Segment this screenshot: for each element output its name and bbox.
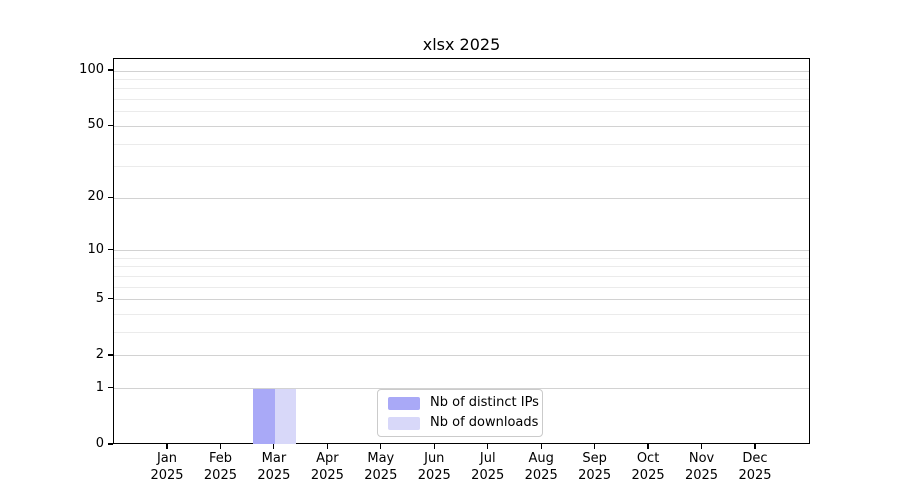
x-tick-mark	[700, 444, 703, 449]
x-tick-label: Oct 2025	[620, 451, 676, 484]
x-tick-year: 2025	[524, 467, 558, 483]
x-tick-year: 2025	[631, 467, 665, 483]
y-tick-label: 10	[87, 241, 104, 257]
x-tick-year: 2025	[203, 467, 237, 483]
x-tick-mark	[273, 444, 275, 449]
y-gridline-minor	[114, 286, 809, 288]
y-tick-mark	[108, 443, 113, 445]
x-tick-month: Feb	[208, 451, 232, 466]
y-gridline-major	[114, 355, 809, 357]
y-tick-label: 0	[95, 436, 104, 451]
y-gridline-major	[114, 299, 809, 301]
y-gridline-minor	[114, 99, 809, 101]
x-tick-month: Jun	[424, 451, 445, 466]
x-tick-year: 2025	[684, 467, 719, 483]
x-tick-mark	[594, 444, 596, 449]
x-tick-mark	[433, 444, 435, 449]
y-gridline-minor	[114, 166, 809, 168]
plot-area	[113, 58, 810, 444]
y-tick-mark	[108, 196, 113, 198]
y-tick-label: 50	[87, 117, 104, 133]
y-gridline-major	[114, 70, 809, 72]
x-tick-year: 2025	[150, 467, 184, 483]
x-tick-mark	[326, 444, 328, 449]
legend-swatch	[388, 416, 420, 430]
x-tick-label: Aug 2025	[513, 451, 569, 484]
x-tick-label: Feb 2025	[192, 451, 248, 484]
y-gridline-major	[114, 388, 809, 390]
y-gridline-minor	[114, 143, 809, 145]
x-tick-year: 2025	[310, 467, 344, 483]
y-tick-label: 2	[95, 346, 104, 362]
y-tick-label: 5	[95, 290, 104, 306]
legend-label: Nb of downloads	[430, 415, 539, 430]
x-tick-mark	[487, 444, 489, 449]
y-gridline-minor	[114, 88, 809, 90]
y-gridline-major	[114, 125, 809, 127]
x-tick-label: Jun 2025	[406, 451, 462, 484]
y-tick-mark	[108, 298, 113, 300]
x-tick-label: Jul 2025	[460, 451, 516, 484]
y-tick-mark	[108, 354, 113, 356]
x-tick-mark	[540, 444, 542, 449]
x-tick-label: Sep 2025	[567, 451, 623, 484]
legend-item: Nb of downloads	[384, 413, 542, 433]
x-tick-year: 2025	[417, 467, 451, 483]
y-tick-label: 20	[87, 189, 104, 205]
x-tick-month: Apr	[316, 451, 339, 466]
x-tick-label: Mar 2025	[246, 451, 302, 484]
x-tick-year: 2025	[257, 467, 291, 483]
y-tick-label: 1	[95, 379, 104, 395]
x-tick-label: May 2025	[353, 451, 409, 484]
y-gridline-minor	[114, 275, 809, 277]
x-tick-month: Nov	[688, 451, 715, 466]
y-tick-label: 100	[79, 62, 104, 77]
y-tick-mark	[108, 124, 113, 126]
x-tick-year: 2025	[364, 467, 398, 483]
x-tick-mark	[219, 444, 222, 449]
x-tick-mark	[380, 444, 382, 449]
y-gridline-minor	[114, 314, 809, 316]
y-gridline-minor	[114, 257, 809, 259]
legend: Nb of distinct IPs Nb of downloads	[377, 389, 543, 437]
y-gridline-minor	[114, 111, 809, 113]
x-tick-mark	[754, 444, 756, 449]
legend-swatch	[388, 396, 420, 410]
x-tick-label: Nov 2025	[674, 451, 730, 484]
y-tick-mark	[108, 69, 113, 71]
x-tick-year: 2025	[471, 467, 505, 483]
legend-item: Nb of distinct IPs	[384, 393, 542, 413]
x-tick-mark	[647, 444, 649, 449]
y-gridline-minor	[114, 78, 809, 80]
y-tick-mark	[108, 249, 113, 251]
y-tick-mark	[108, 387, 113, 389]
x-tick-year: 2025	[738, 467, 772, 483]
x-tick-year: 2025	[578, 467, 612, 483]
y-gridline-minor	[114, 266, 809, 268]
chart-title: xlsx 2025	[422, 35, 501, 54]
x-tick-month: Jul	[479, 451, 496, 466]
bar	[253, 388, 275, 444]
x-tick-mark	[166, 444, 168, 449]
x-tick-label: Dec 2025	[727, 451, 783, 484]
y-gridline-minor	[114, 332, 809, 334]
y-gridline-major	[114, 197, 809, 199]
legend-label: Nb of distinct IPs	[430, 395, 539, 410]
x-tick-label: Apr 2025	[299, 451, 355, 484]
x-tick-month: Aug	[528, 451, 554, 466]
x-tick-month: Oct	[636, 451, 660, 466]
y-gridline-major	[114, 250, 809, 252]
x-tick-month: Jan	[156, 451, 178, 466]
x-tick-month: May	[367, 451, 395, 466]
bar	[274, 388, 297, 444]
x-tick-label: Jan 2025	[139, 451, 195, 484]
x-tick-month: Sep	[582, 451, 607, 466]
x-tick-month: Dec	[742, 451, 768, 466]
x-tick-month: Mar	[261, 451, 287, 466]
